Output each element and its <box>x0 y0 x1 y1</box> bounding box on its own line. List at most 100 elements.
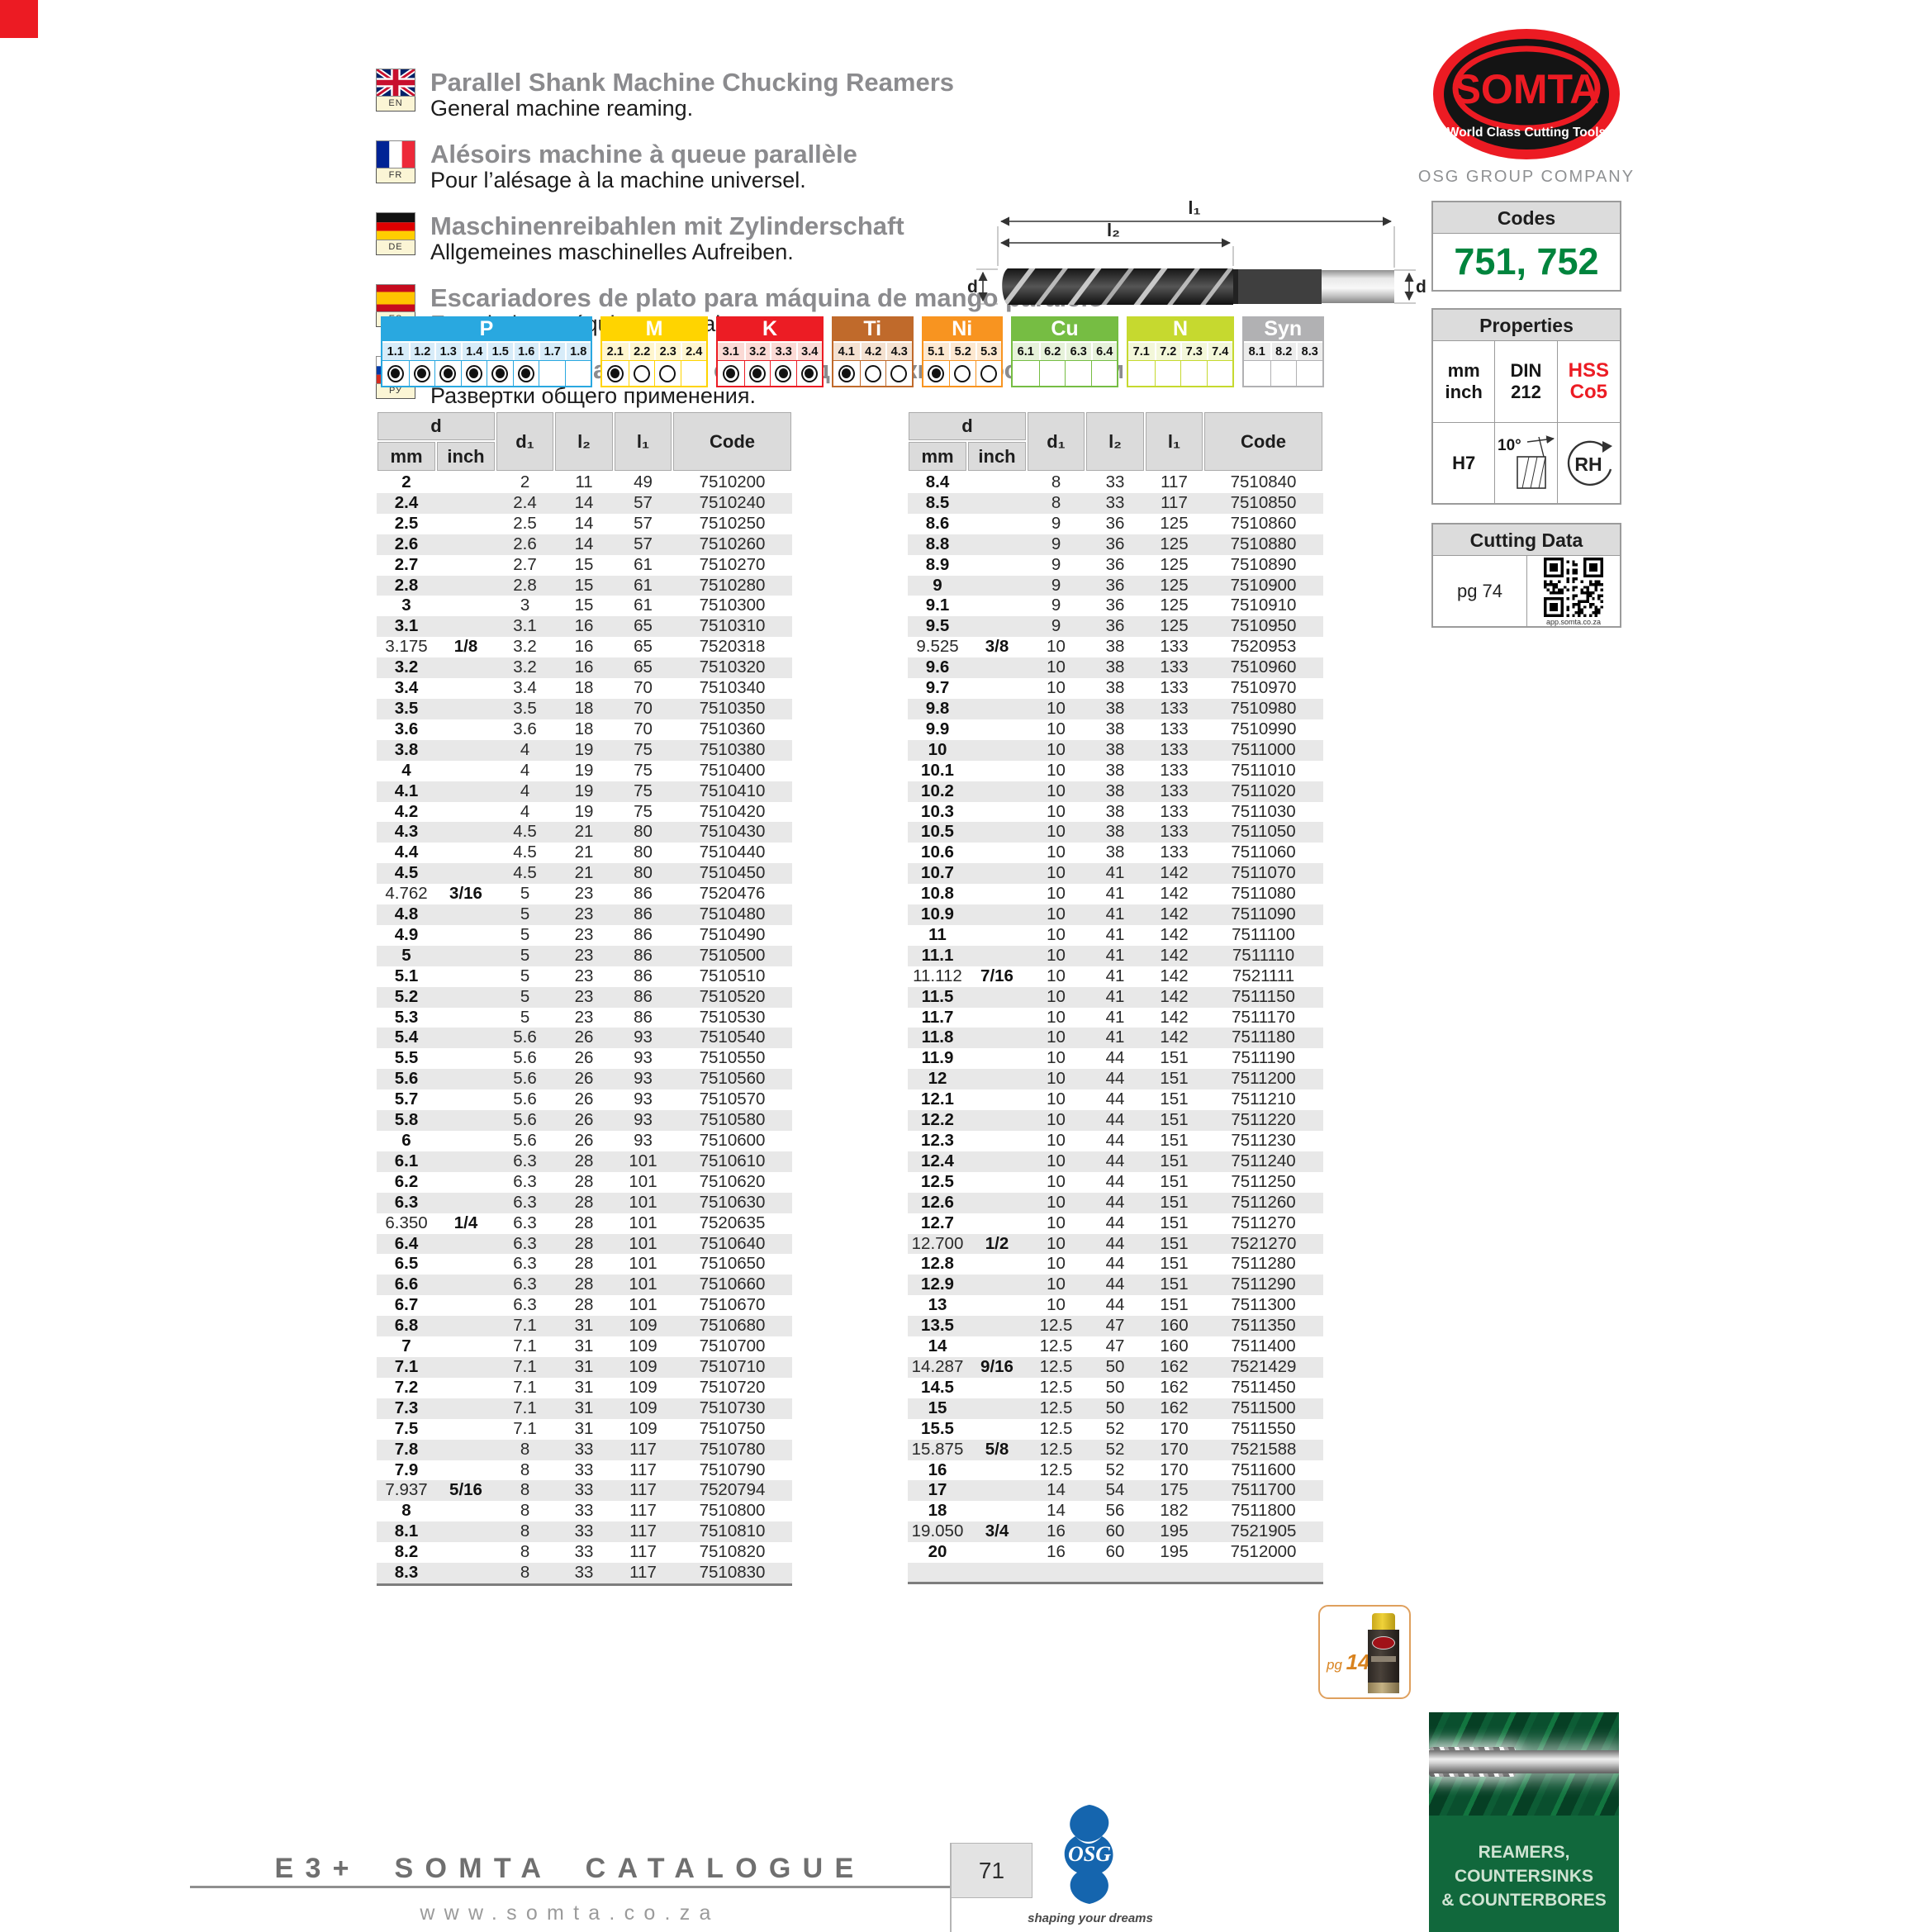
cell-code: 7510880 <box>1230 534 1297 553</box>
cell-d-mm: 11.1 <box>921 945 954 965</box>
cell-code: 7510620 <box>699 1171 766 1191</box>
material-indicator-filled <box>387 364 404 382</box>
cell-l1: 65 <box>634 657 653 677</box>
cell-d-mm: 15.875 <box>911 1439 964 1459</box>
cell-d-inch <box>967 740 1027 761</box>
cell-code: 7511210 <box>1231 1089 1296 1109</box>
cell-d1: 3.4 <box>513 678 537 698</box>
cell-d-inch <box>436 1172 496 1193</box>
cell-l2: 60 <box>1105 1542 1125 1562</box>
material-indicator-empty <box>659 364 676 382</box>
cell-l1: 49 <box>634 472 653 491</box>
cell-d1: 4 <box>520 781 530 800</box>
footer-rule <box>190 1886 950 1888</box>
material-indicator-filled <box>491 364 509 382</box>
cell-d-mm: 4.762 <box>385 884 428 904</box>
cell-d1: 10 <box>1047 822 1066 842</box>
cell-d1: 10 <box>1047 1007 1066 1027</box>
table-row: 2.7 2.7 15 61 7510270 <box>377 555 792 576</box>
table-row: 12.1 10 44 151 7511210 <box>908 1089 1323 1110</box>
cell-d-mm: 10.8 <box>921 884 954 904</box>
cell-code: 7521111 <box>1232 966 1295 985</box>
cell-code: 7521429 <box>1230 1356 1297 1376</box>
cell-code: 7510990 <box>1230 719 1297 738</box>
cell-d-inch <box>967 657 1027 678</box>
cell-d-mm <box>908 1563 967 1585</box>
cell-l2: 31 <box>574 1336 594 1356</box>
cell-l2: 41 <box>1105 1007 1125 1027</box>
cell-d-mm: 15.5 <box>921 1418 954 1438</box>
cell-l1: 75 <box>634 760 653 780</box>
cell-l2: 44 <box>1105 1151 1125 1170</box>
cell-d-mm: 4.9 <box>394 924 419 944</box>
cell-code: 7510580 <box>699 1110 766 1130</box>
cell-code: 7511220 <box>1231 1110 1296 1130</box>
cell-d1: 10 <box>1047 966 1066 985</box>
cell-l2: 33 <box>574 1439 594 1459</box>
cell-d-mm: 2.5 <box>394 513 419 533</box>
cell-d-inch <box>967 576 1027 596</box>
cell-l2: 36 <box>1105 596 1125 615</box>
cell-d-mm: 20 <box>928 1542 947 1562</box>
cell-l2: 26 <box>574 1069 594 1089</box>
cell-d-mm: 6 <box>401 1131 411 1150</box>
table-row: 9.8 10 38 133 7510980 <box>908 698 1324 719</box>
table-row: 10.5 10 38 133 7511050 <box>908 822 1324 843</box>
cell-l2: 23 <box>574 884 594 904</box>
cell-d-inch <box>967 843 1027 863</box>
cell-d-mm: 7.3 <box>394 1398 419 1417</box>
cell-d-inch <box>967 1501 1027 1521</box>
table-row: 3.1 3.1 16 65 7510310 <box>377 616 793 638</box>
cell-d1: 7.1 <box>513 1418 537 1438</box>
cell-d1: 10 <box>1047 1089 1066 1109</box>
material-indicator-cell <box>460 360 487 386</box>
cell-l2: 16 <box>574 657 594 677</box>
cell-l1: 57 <box>634 492 653 512</box>
cell-d-inch <box>967 1275 1027 1295</box>
cell-d-inch <box>967 1151 1027 1172</box>
cell-l2: 38 <box>1105 843 1125 862</box>
cell-d1: 16 <box>1047 1521 1066 1541</box>
material-subgroup-number: 5.1 <box>923 341 949 360</box>
cell-code: 7510490 <box>699 924 766 944</box>
table-row: 20 16 60 195 7512000 <box>908 1542 1323 1563</box>
table-row: 8.1 8 33 117 7510810 <box>377 1521 793 1543</box>
cell-d-inch <box>436 576 496 596</box>
material-group-label: M <box>602 318 706 341</box>
cell-l2: 11 <box>575 472 593 491</box>
cell-d-inch <box>436 1089 496 1110</box>
cell-code: 7521588 <box>1230 1439 1297 1459</box>
cell-l2: 26 <box>574 1110 594 1130</box>
cell-d-inch <box>436 966 496 987</box>
cell-l1: 101 <box>629 1171 657 1191</box>
cell-d-inch <box>967 987 1027 1008</box>
cell-code: 7521905 <box>1230 1521 1297 1541</box>
cell-l2: 41 <box>1105 884 1125 904</box>
cell-d1: 10 <box>1047 843 1066 862</box>
property-material-hss-co5: HSS Co5 <box>1557 341 1620 423</box>
cell-l1: 61 <box>634 596 653 615</box>
cell-d1: 10 <box>1047 1048 1066 1068</box>
table-row: 12.4 10 44 151 7511240 <box>908 1151 1324 1172</box>
cell-l2: 36 <box>1105 513 1125 533</box>
cell-l1: 65 <box>634 616 653 636</box>
cell-d-inch <box>436 657 496 678</box>
cell-l1: 162 <box>1160 1356 1189 1376</box>
cell-d-mm: 9.5 <box>925 616 950 636</box>
cell-l1: 109 <box>629 1377 657 1397</box>
cell-d-mm: 12.9 <box>921 1275 954 1294</box>
reamer-dimension-drawing: l₁ l₂ d <box>965 195 1434 323</box>
material-group-label: Ti <box>833 318 912 341</box>
cell-l1: 117 <box>629 1480 657 1500</box>
cell-code: 7511700 <box>1231 1480 1296 1500</box>
cell-d-inch <box>967 699 1027 719</box>
dim-label-d: d <box>967 278 978 297</box>
cell-d-inch <box>967 1172 1027 1193</box>
cell-l1: 109 <box>629 1398 657 1417</box>
cell-d-mm: 6.350 <box>385 1213 428 1232</box>
cell-d-mm: 3.6 <box>394 719 419 738</box>
cell-l2: 28 <box>574 1151 594 1170</box>
cell-d-mm: 12.2 <box>921 1110 954 1130</box>
cell-d-mm: 12.7 <box>921 1213 954 1232</box>
cell-code: 7511800 <box>1231 1501 1296 1521</box>
